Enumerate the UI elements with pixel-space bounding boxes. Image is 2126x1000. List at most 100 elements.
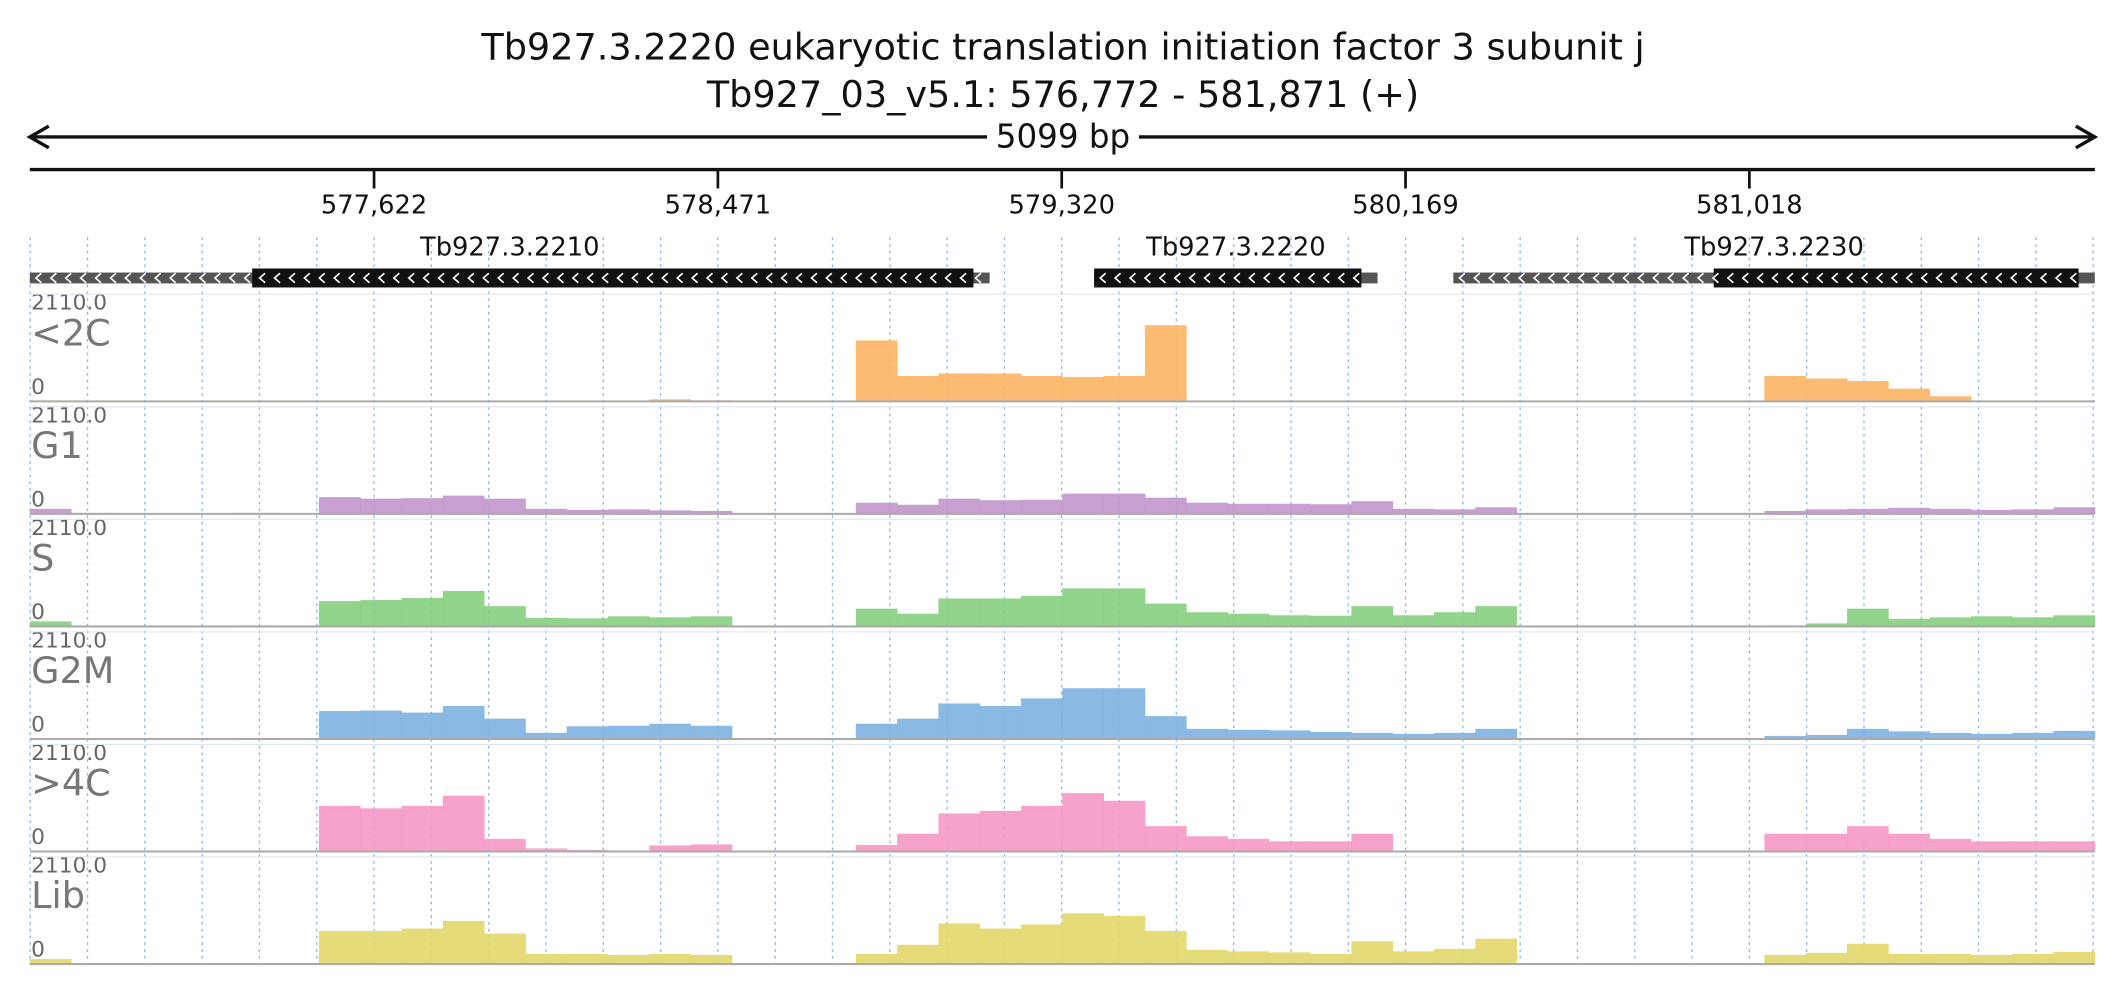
coverage-bar [1227, 951, 1270, 965]
coverage-bar [2012, 732, 2054, 739]
coverage-bar [1392, 508, 1435, 514]
coverage-bar [897, 833, 939, 852]
coverage-bar [1351, 606, 1394, 627]
coverage-bar [1475, 728, 1518, 739]
span-label: 5099 bp [996, 117, 1130, 155]
coverage-bar [484, 718, 526, 739]
coverage-bar [1888, 833, 1931, 852]
coverage-bar [1186, 728, 1228, 739]
coverage-bar [1186, 836, 1228, 852]
coverage-bar [1929, 953, 1972, 965]
coverage-bar [938, 813, 981, 852]
y-max-label: 2110.0 [31, 291, 107, 316]
coverage-bar [855, 608, 898, 627]
coverage-bar [1847, 381, 1889, 402]
coverage-bar [566, 618, 609, 627]
coverage-bar [608, 725, 650, 739]
coverage-bar [2053, 615, 2096, 627]
coverage-bar [1392, 951, 1435, 965]
y-zero-label: 0 [31, 712, 45, 737]
coverage-bar [1929, 838, 1972, 852]
coverage-bar [1764, 510, 1807, 514]
coverage-bar [1310, 504, 1352, 514]
coverage-bar [1144, 497, 1187, 514]
coverage-bar [566, 726, 609, 739]
coverage-bar [1227, 613, 1270, 627]
coverage-bar [318, 497, 361, 514]
coverage-bar [1888, 731, 1931, 739]
coverage-bar [442, 920, 485, 965]
coverage-bar [2053, 841, 2096, 852]
coverage-bar [525, 953, 568, 965]
coverage-bar [855, 340, 898, 402]
y-zero-label: 0 [31, 937, 45, 962]
coverage-bar [1805, 833, 1848, 852]
coverage-bar [1103, 915, 1146, 965]
coverage-bar [1021, 595, 1063, 627]
coverage-bar [1392, 615, 1435, 627]
coverage-bar [1268, 730, 1311, 739]
coverage-bar [897, 375, 939, 402]
coverage-bar [1062, 588, 1105, 627]
coverage-bar [1929, 508, 1972, 514]
coverage-bar [566, 509, 609, 514]
coverage-bar [1847, 826, 1889, 852]
coverage-bar [1764, 375, 1807, 402]
coverage-bar [525, 848, 568, 852]
gene-label: Tb927.3.2230 [1683, 233, 1864, 263]
coverage-bar [1021, 499, 1063, 514]
chart-subtitle: Tb927_03_v5.1: 576,772 - 581,871 (+) [706, 73, 1419, 116]
gene-cds [1713, 268, 2079, 288]
coverage-bar [484, 606, 526, 627]
coverage-bar [442, 495, 485, 514]
coverage-bar [1144, 826, 1187, 852]
coverage-bar [2053, 507, 2096, 514]
coverage-bar [855, 844, 898, 852]
coverage-bar [1227, 503, 1270, 514]
coverage-bar [566, 953, 609, 965]
coverage-bar [29, 508, 72, 514]
coverage-bar [1062, 793, 1105, 852]
coverage-bar [649, 723, 692, 739]
coverage-bar [690, 616, 733, 627]
track-name: G2M [31, 649, 114, 692]
coverage-bar [1764, 735, 1807, 739]
coverage-bar [690, 844, 733, 852]
coverage-bar [1186, 502, 1228, 514]
coverage-bar [1970, 954, 2013, 965]
coverage-bar [1021, 805, 1063, 852]
coverage-bar [1888, 953, 1931, 965]
strand-chevrons [34, 272, 982, 284]
coverage-bar [401, 598, 444, 627]
coverage-bar [855, 502, 898, 514]
coverage-bar [442, 705, 485, 739]
coverage-bar [318, 805, 361, 852]
y-max-label: 2110.0 [31, 628, 107, 653]
coverage-bar [1186, 612, 1228, 627]
coverage-bar [525, 732, 568, 739]
coverage-bar [525, 617, 568, 627]
chart-title: Tb927.3.2220 eukaryotic translation init… [480, 25, 1644, 68]
coverage-bar [1103, 375, 1146, 402]
coverage-bar [938, 703, 981, 739]
coverage-bar [1310, 615, 1352, 627]
coverage-bar [318, 931, 361, 965]
coverage-bar [979, 373, 1022, 402]
coverage-bar [401, 712, 444, 739]
coverage-bar [1144, 716, 1187, 739]
coverage-bar [979, 810, 1022, 852]
coverage-bar [979, 598, 1022, 627]
coverage-bar [318, 711, 361, 739]
strand-chevrons [1458, 272, 2077, 284]
coverage-bar [938, 373, 981, 402]
coverage-bar [938, 598, 981, 627]
y-zero-label: 0 [31, 375, 45, 400]
coverage-bar [1062, 376, 1105, 402]
coverage-bar [1434, 732, 1476, 739]
coverage-bar [1227, 729, 1270, 739]
coverage-bar [855, 953, 898, 965]
coverage-bar [1434, 509, 1476, 514]
coverage-bar [360, 931, 402, 965]
gene-cds [252, 268, 974, 288]
coverage-bar [1970, 616, 2013, 627]
